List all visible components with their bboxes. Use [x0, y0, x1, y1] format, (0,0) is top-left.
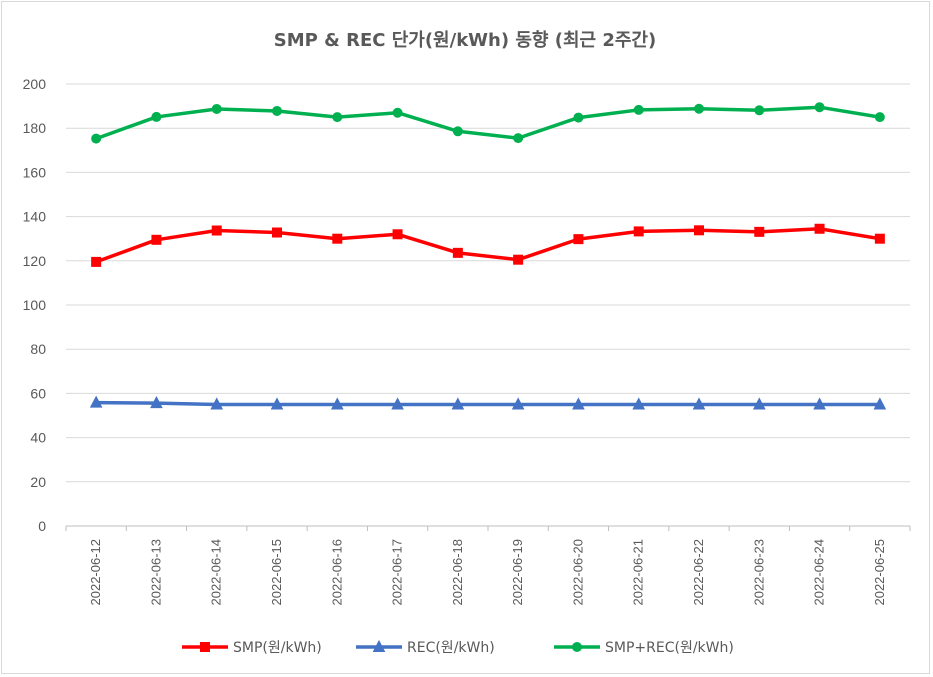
legend-item: SMP(원/kWh)	[182, 640, 322, 656]
x-tick-label: 2022-06-12	[88, 539, 103, 606]
x-tick-label: 2022-06-21	[631, 539, 646, 606]
data-point	[873, 397, 887, 410]
y-axis-ticks: 0 20 40 60 80 100 120 140 160 180 200	[23, 76, 47, 534]
series-line	[94, 400, 882, 407]
data-point	[151, 234, 162, 245]
x-tick-label: 2022-06-24	[812, 539, 827, 606]
y-tick-label: 180	[23, 120, 47, 136]
data-point	[451, 397, 465, 410]
data-point	[692, 397, 706, 410]
data-point	[752, 397, 766, 410]
legend-item: SMP+REC(원/kWh)	[554, 640, 734, 656]
data-point	[452, 126, 463, 137]
data-point	[91, 133, 102, 144]
x-tick-label: 2022-06-14	[209, 539, 224, 606]
grid-layer	[66, 83, 910, 527]
series-1	[91, 223, 885, 267]
x-tick-label: 2022-06-16	[329, 539, 344, 606]
data-point	[754, 226, 765, 237]
data-point	[89, 395, 103, 408]
data-point	[332, 112, 343, 123]
data-point	[392, 229, 403, 240]
y-tick-label: 160	[23, 164, 47, 180]
series-line	[94, 105, 882, 141]
y-tick-label: 140	[23, 209, 47, 225]
data-point	[874, 233, 885, 244]
data-point	[513, 254, 524, 265]
data-point	[511, 397, 525, 410]
y-tick-label: 0	[38, 518, 46, 534]
legend-marker	[572, 642, 582, 652]
data-point	[573, 234, 584, 245]
x-tick-label: 2022-06-17	[390, 539, 405, 606]
data-point	[270, 397, 284, 410]
series-2	[89, 395, 887, 410]
series-layer	[89, 102, 887, 410]
data-point	[391, 397, 404, 410]
data-point	[210, 397, 224, 410]
data-point	[874, 112, 885, 123]
x-tick-label: 2022-06-18	[450, 539, 465, 606]
x-tick-label: 2022-06-23	[751, 539, 766, 606]
series-3	[91, 102, 885, 144]
data-point	[330, 397, 344, 410]
legend: SMP(원/kWh) REC(원/kWh) SMP+REC(원/kWh)	[182, 639, 734, 656]
data-point	[513, 133, 524, 144]
data-point	[633, 104, 644, 115]
data-point	[813, 397, 826, 410]
data-point	[150, 396, 163, 409]
legend-item: REC(원/kWh)	[356, 639, 495, 656]
data-point	[211, 103, 222, 114]
x-tick-label: 2022-06-25	[872, 539, 887, 606]
data-point	[211, 225, 222, 236]
data-point	[633, 226, 644, 237]
x-tick-label: 2022-06-13	[148, 539, 163, 606]
data-point	[814, 223, 825, 234]
legend-label: SMP+REC(원/kWh)	[605, 640, 734, 656]
legend-marker	[200, 642, 210, 652]
x-tick-label: 2022-06-19	[510, 539, 525, 606]
data-point	[91, 256, 102, 267]
legend-marker	[372, 639, 386, 652]
x-tick-label: 2022-06-20	[570, 539, 585, 606]
y-tick-label: 40	[30, 430, 46, 446]
y-tick-label: 100	[23, 297, 47, 313]
y-tick-label: 200	[23, 76, 47, 92]
data-point	[814, 102, 825, 113]
x-axis-ticks: 2022-06-12 2022-06-13 2022-06-14 2022-06-15…	[65, 526, 911, 606]
data-point	[573, 112, 584, 123]
data-point	[272, 227, 282, 238]
legend-label: REC(원/kWh)	[407, 640, 495, 656]
data-point	[754, 105, 765, 116]
data-point	[332, 233, 343, 244]
legend-label: SMP(원/kWh)	[233, 640, 322, 656]
data-point	[272, 105, 282, 116]
y-tick-label: 20	[30, 474, 46, 490]
y-tick-label: 60	[30, 385, 46, 401]
data-point	[694, 103, 704, 114]
data-point	[572, 397, 585, 410]
data-point	[452, 247, 463, 258]
series-line	[94, 227, 882, 264]
x-tick-label: 2022-06-22	[691, 539, 706, 606]
data-point	[392, 107, 403, 118]
data-point	[632, 397, 646, 410]
data-point	[151, 111, 162, 122]
data-point	[694, 225, 704, 236]
chart-title: SMP & REC 단가(원/kWh) 동향 (최근 2주간)	[274, 30, 656, 51]
x-tick-label: 2022-06-15	[269, 539, 284, 606]
y-tick-label: 120	[23, 253, 47, 269]
y-tick-label: 80	[30, 341, 46, 357]
